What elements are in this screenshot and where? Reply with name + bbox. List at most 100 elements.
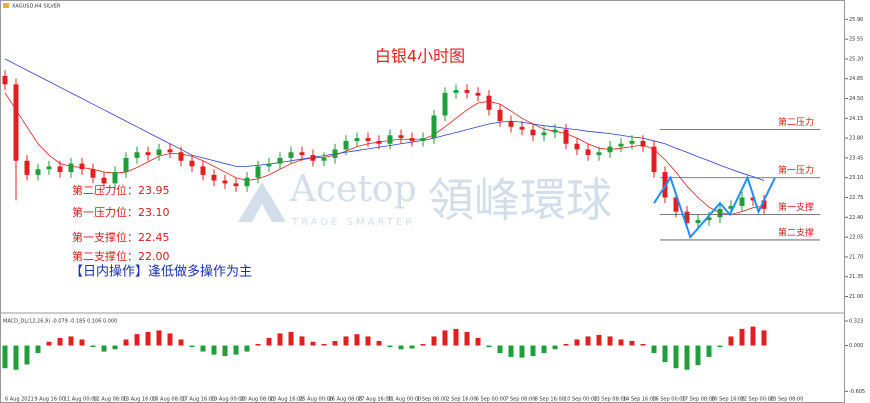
macd-bar	[134, 334, 140, 346]
macd-bar	[706, 345, 712, 357]
candle-body	[365, 138, 371, 141]
y-tick-label: 21.00	[849, 294, 863, 300]
macd-bar	[90, 345, 96, 348]
macd-bar	[299, 336, 305, 346]
macd-bar	[321, 344, 327, 346]
x-tick-label: 22 Sep 00:00	[741, 397, 774, 403]
candle-body	[200, 166, 206, 175]
x-tick-label: 27 Aug 16:00	[358, 397, 392, 403]
candle-body	[134, 152, 140, 158]
macd-bar	[662, 345, 668, 363]
macd-bar	[442, 330, 448, 346]
candle-body	[211, 174, 217, 181]
macd-bar	[189, 345, 195, 348]
macd-bar	[244, 345, 250, 352]
level-label: 第一支撑	[778, 201, 814, 213]
candle-body	[497, 109, 503, 122]
x-tick-label: 2 Sep 16:00	[446, 397, 476, 403]
macd-bar	[101, 345, 107, 352]
y-tick-label: 21.70	[849, 254, 863, 260]
macd-bar	[475, 337, 481, 346]
candle-body	[563, 129, 569, 144]
macd-bar	[497, 345, 503, 354]
macd-bar	[420, 344, 426, 346]
candle-body	[79, 163, 85, 170]
candle-body	[475, 92, 481, 96]
macd-bar	[585, 336, 591, 346]
x-tick-label: 17 Sep 08:00	[682, 397, 715, 403]
x-tick-label: 16 Aug 08:00	[152, 397, 186, 403]
macd-title: MACD_DL(12,26,9) -0.079 -0.185 0.106 0.0…	[3, 319, 117, 325]
watermark-brand-cn: 領峰環球	[428, 173, 612, 227]
candle-body	[750, 197, 756, 201]
candle-body	[101, 177, 107, 184]
macd-bar	[651, 345, 657, 354]
macd-bar	[57, 337, 63, 346]
macd-bar	[167, 333, 173, 346]
macd-bar	[761, 330, 767, 346]
candle-body	[552, 129, 558, 133]
macd-bar	[387, 345, 393, 348]
macd-bar	[530, 345, 536, 357]
candle-body	[431, 115, 437, 139]
candle-body	[145, 152, 151, 156]
macd-bar	[156, 330, 162, 346]
candle-body	[717, 208, 723, 218]
y-tick-label: 25.55	[849, 37, 863, 43]
candle-body	[13, 84, 19, 161]
candle-body	[376, 140, 382, 144]
macd-bar	[112, 345, 118, 350]
macd-bar	[596, 334, 602, 346]
macd-bar	[717, 345, 723, 348]
chart-title: 白银4小时图	[375, 47, 465, 66]
moving-average	[4, 92, 765, 215]
candle-body	[420, 138, 426, 141]
x-tick-label: 31 Aug 00:00	[388, 397, 422, 403]
macd-bar	[288, 331, 294, 346]
x-tick-label: 12 Aug 08:00	[93, 397, 127, 403]
candle-body	[728, 206, 734, 209]
annotation: 第二压力位：23.95	[72, 183, 170, 197]
candle-body	[442, 92, 448, 116]
annotation: 第一压力位：23.10	[72, 205, 170, 219]
zigzag	[653, 175, 776, 240]
candle-body	[156, 149, 162, 156]
candle-body	[585, 149, 591, 156]
annotation: 第二支撑位：22.00	[72, 249, 170, 263]
candle-body	[222, 180, 228, 184]
x-tick-label: 11 Aug 00:00	[64, 397, 98, 403]
candle-body	[640, 140, 646, 147]
macd-bar	[695, 345, 701, 366]
watermark-brand: Acetop	[289, 169, 417, 210]
candle-body	[629, 140, 635, 144]
y-tick-label: 0.323	[849, 319, 863, 325]
candle-body	[2, 75, 8, 85]
symbol-icon	[3, 3, 9, 8]
y-tick-label: -0.605	[849, 389, 865, 395]
y-tick-label: 23.10	[849, 175, 863, 181]
macd-bar	[277, 333, 283, 346]
candle-body	[112, 172, 118, 184]
y-tick-label: 24.85	[849, 76, 863, 82]
candle-body	[519, 126, 525, 130]
macd-bar	[24, 345, 30, 365]
macd-bar	[728, 336, 734, 346]
x-tick-label: 14 Sep 16:00	[623, 397, 656, 403]
y-tick-label: 23.45	[849, 155, 863, 161]
candle-body	[266, 163, 272, 167]
watermark-slogan: TRADE SMARTER	[291, 217, 415, 228]
x-tick-label: 17 Aug 16:00	[182, 397, 216, 403]
macd-bar	[365, 336, 371, 346]
macd-bar	[343, 336, 349, 346]
candle-body	[695, 220, 701, 223]
macd-bar	[541, 345, 547, 354]
macd-bar	[2, 345, 8, 369]
level-label: 第一压力	[778, 164, 814, 176]
macd-bar	[629, 340, 635, 346]
macd-bar	[607, 336, 613, 346]
macd-bar	[618, 339, 624, 346]
y-tick-label: 22.05	[849, 235, 863, 241]
y-tick-label: 25.90	[849, 17, 863, 23]
candle-body	[46, 166, 52, 170]
